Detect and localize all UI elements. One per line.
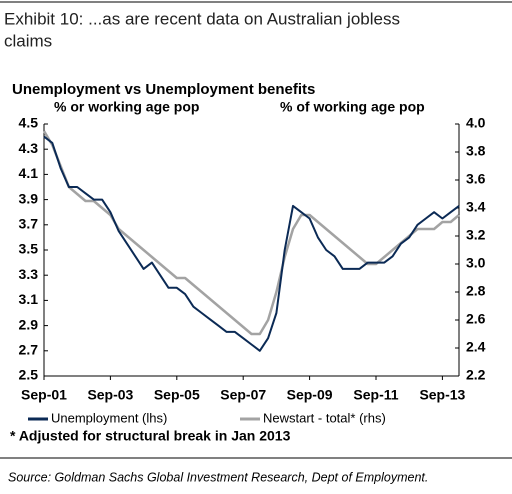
- x-tick-label: Sep-11: [353, 387, 398, 403]
- page-title: claims: [4, 31, 52, 50]
- series-line: [43, 135, 460, 352]
- y2-tick-label: 2.2: [466, 367, 486, 383]
- y2-tick-label: 3.4: [466, 199, 486, 215]
- y-tick-label: 3.5: [19, 241, 39, 257]
- y2-tick-label: 4.0: [466, 115, 486, 131]
- legend-label: Unemployment (lhs): [51, 410, 167, 425]
- y2-tick-label: 3.6: [466, 171, 486, 187]
- y-tick-label: 4.1: [19, 165, 39, 181]
- y2-tick-label: 2.6: [466, 311, 486, 327]
- x-tick-label: Sep-07: [220, 387, 266, 403]
- y2-tick-label: 2.4: [466, 339, 486, 355]
- y-tick-label: 3.3: [19, 266, 39, 282]
- y2-tick-label: 3.0: [466, 255, 486, 271]
- footnote: * Adjusted for structural break in Jan 2…: [10, 428, 291, 444]
- x-tick-label: Sep-03: [87, 387, 133, 403]
- chart-title: Unemployment vs Unemployment benefits: [12, 81, 315, 98]
- y-tick-label: 2.7: [19, 342, 39, 358]
- y-tick-label: 3.9: [19, 190, 39, 206]
- y-tick-label: 4.5: [19, 115, 39, 131]
- x-tick-label: Sep-01: [21, 387, 67, 403]
- y2-tick-label: 3.8: [466, 143, 486, 159]
- y-tick-label: 3.1: [19, 291, 39, 307]
- x-tick-label: Sep-13: [419, 387, 465, 403]
- legend-label: Newstart - total* (rhs): [263, 410, 386, 425]
- y-tick-label: 2.9: [19, 316, 39, 332]
- y-tick-label: 4.3: [19, 140, 39, 156]
- y-axis-label: % or working age pop: [54, 99, 199, 115]
- series-line: [42, 130, 460, 336]
- y2-tick-label: 3.2: [466, 227, 486, 243]
- y2-axis-label: % of working age pop: [280, 99, 425, 115]
- source: Source: Goldman Sachs Global Investment …: [8, 470, 428, 484]
- x-tick-label: Sep-09: [287, 387, 333, 403]
- y2-tick-label: 2.8: [466, 283, 486, 299]
- x-tick-label: Sep-05: [154, 387, 200, 403]
- page-title: Exhibit 10: ...as are recent data on Aus…: [4, 9, 400, 28]
- y-tick-label: 2.5: [19, 367, 39, 383]
- y-tick-label: 3.7: [19, 216, 39, 232]
